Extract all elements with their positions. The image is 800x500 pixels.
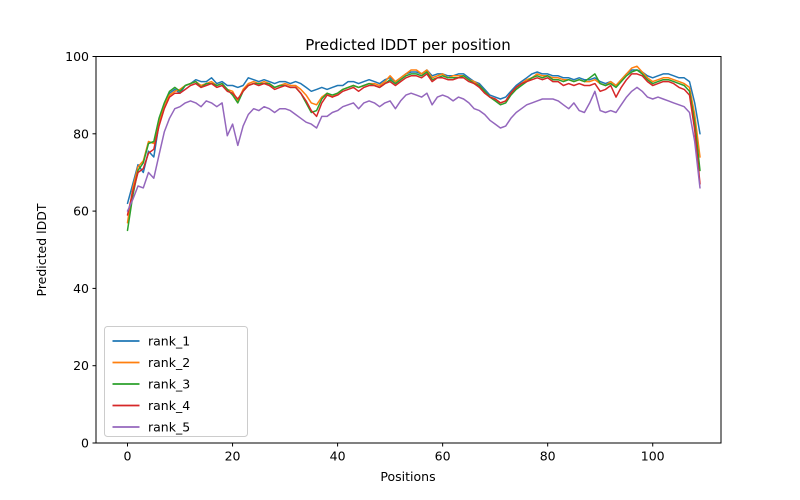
legend-label-rank_2: rank_2 [148, 355, 190, 370]
y-axis-label: Predicted lDDT [34, 203, 49, 296]
x-tick-label: 80 [540, 449, 556, 464]
legend-label-rank_5: rank_5 [148, 420, 190, 435]
legend: rank_1 rank_2 rank_3 rank_4 rank_5 [104, 326, 248, 437]
y-tick-label: 80 [73, 126, 89, 141]
x-tick-label: 60 [435, 449, 451, 464]
series-line-rank_4 [126, 73, 701, 216]
x-tick-label: 0 [124, 449, 132, 464]
y-tick-label: 100 [65, 49, 89, 64]
y-tick-label: 0 [81, 436, 89, 451]
legend-label-rank_3: rank_3 [148, 377, 190, 392]
y-tick-label: 20 [73, 358, 89, 373]
x-axis-label: Positions [380, 469, 435, 484]
legend-box [104, 326, 248, 437]
y-tick-label: 60 [73, 204, 89, 219]
x-tick-label: 20 [225, 449, 241, 464]
axes-spines [95, 56, 722, 444]
series-line-rank_3 [126, 69, 701, 232]
y-tick-label: 40 [73, 281, 89, 296]
series-line-rank_1 [126, 69, 701, 205]
legend-label-rank_4: rank_4 [148, 398, 190, 413]
plot-area: 0 20 40 60 80 100020406080100rank_1rank_2rank… [65, 49, 722, 464]
legend-label-rank_1: rank_1 [148, 334, 190, 349]
series-line-rank_5 [126, 86, 701, 212]
x-tick-label: 40 [330, 449, 346, 464]
chart-title: Predicted lDDT per position [305, 36, 510, 54]
series-line-rank_2 [126, 65, 701, 224]
x-tick-label: 100 [641, 449, 665, 464]
